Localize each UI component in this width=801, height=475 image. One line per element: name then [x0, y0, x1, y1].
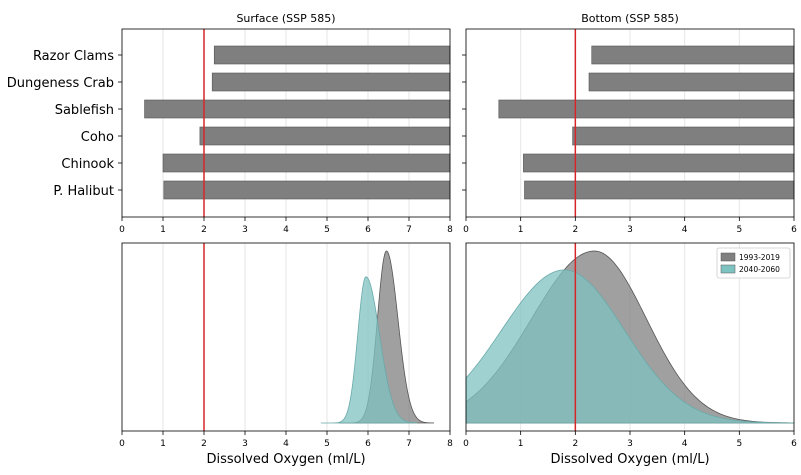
x-tick-label: 4	[283, 225, 289, 235]
x-tick-label: 1	[160, 439, 166, 449]
x-tick-label: 3	[627, 225, 633, 235]
legend-swatch	[720, 264, 736, 274]
y-tick-label: Coho	[81, 130, 114, 145]
y-tick-label: Razor Clams	[33, 49, 114, 64]
legend: 1993-2019 2040-2060	[716, 247, 791, 279]
x-tick-label: 7	[406, 225, 412, 235]
bar	[163, 180, 451, 200]
bar	[572, 126, 795, 146]
x-tick-label: 5	[736, 439, 742, 449]
y-tick-label: Chinook	[61, 157, 114, 172]
x-tick-label: 6	[365, 439, 371, 449]
legend-label: 1993-2019	[739, 253, 780, 262]
x-tick-label: 8	[447, 439, 453, 449]
density-2040-2060	[320, 276, 418, 424]
x-tick-label: 3	[242, 439, 248, 449]
bar	[211, 72, 451, 92]
x-tick-label: 0	[463, 225, 469, 235]
bar	[213, 45, 451, 65]
x-tick-label: 4	[283, 439, 289, 449]
panel-title: Surface (SSP 585)	[236, 12, 335, 25]
bottom-bar-panel: 0 1 2 3 4 5 6 Bottom (SSP 585)	[462, 12, 797, 235]
y-tick-label: P. Halibut	[53, 184, 114, 199]
bar	[524, 180, 795, 200]
bar	[162, 153, 451, 173]
x-tick-label: 0	[119, 439, 125, 449]
bar	[523, 153, 795, 173]
x-tick-label: 2	[572, 225, 578, 235]
x-tick-label: 2	[572, 439, 578, 449]
x-tick-label: 7	[406, 439, 412, 449]
x-tick-label: 2	[201, 225, 207, 235]
x-tick-label: 1	[518, 225, 524, 235]
x-tick-label: 8	[447, 225, 453, 235]
x-tick-label: 3	[627, 439, 633, 449]
legend-swatch	[720, 252, 736, 262]
x-tick-label: 6	[791, 225, 797, 235]
bar	[498, 99, 795, 119]
bar	[588, 72, 795, 92]
legend-label: 2040-2060	[739, 265, 780, 274]
y-tick-label: Sablefish	[55, 103, 114, 118]
x-tick-label: 0	[463, 439, 469, 449]
x-tick-label: 5	[324, 225, 330, 235]
x-tick-label: 4	[682, 439, 688, 449]
bar	[144, 99, 451, 119]
x-tick-label: 2	[201, 439, 207, 449]
density-2040-2060	[465, 269, 795, 424]
x-axis-label: Dissolved Oxygen (ml/L)	[206, 452, 365, 467]
x-tick-label: 4	[682, 225, 688, 235]
x-tick-label: 5	[736, 225, 742, 235]
x-tick-label: 1	[518, 439, 524, 449]
x-tick-label: 6	[365, 225, 371, 235]
surface-bar-panel: Razor Clams Dungeness Crab Sablefish Coho Ch…	[7, 12, 453, 235]
y-tick-label: Dungeness Crab	[7, 76, 114, 91]
x-tick-label: 3	[242, 225, 248, 235]
surface-density-panel: 0 1 2 3 4 5 6 7 8 Dissolved Oxygen (ml/L)	[119, 242, 453, 467]
x-tick-label: 0	[119, 225, 125, 235]
bar	[199, 126, 451, 146]
panel-title: Bottom (SSP 585)	[581, 12, 679, 25]
x-tick-label: 5	[324, 439, 330, 449]
x-axis-label: Dissolved Oxygen (ml/L)	[550, 452, 709, 467]
bottom-density-panel: 0 1 2 3 4 5 6 Dissolved Oxygen (ml/L) 1993-2019 2…	[463, 242, 797, 467]
bar	[591, 45, 795, 65]
x-tick-label: 6	[791, 439, 797, 449]
x-tick-label: 1	[160, 225, 166, 235]
